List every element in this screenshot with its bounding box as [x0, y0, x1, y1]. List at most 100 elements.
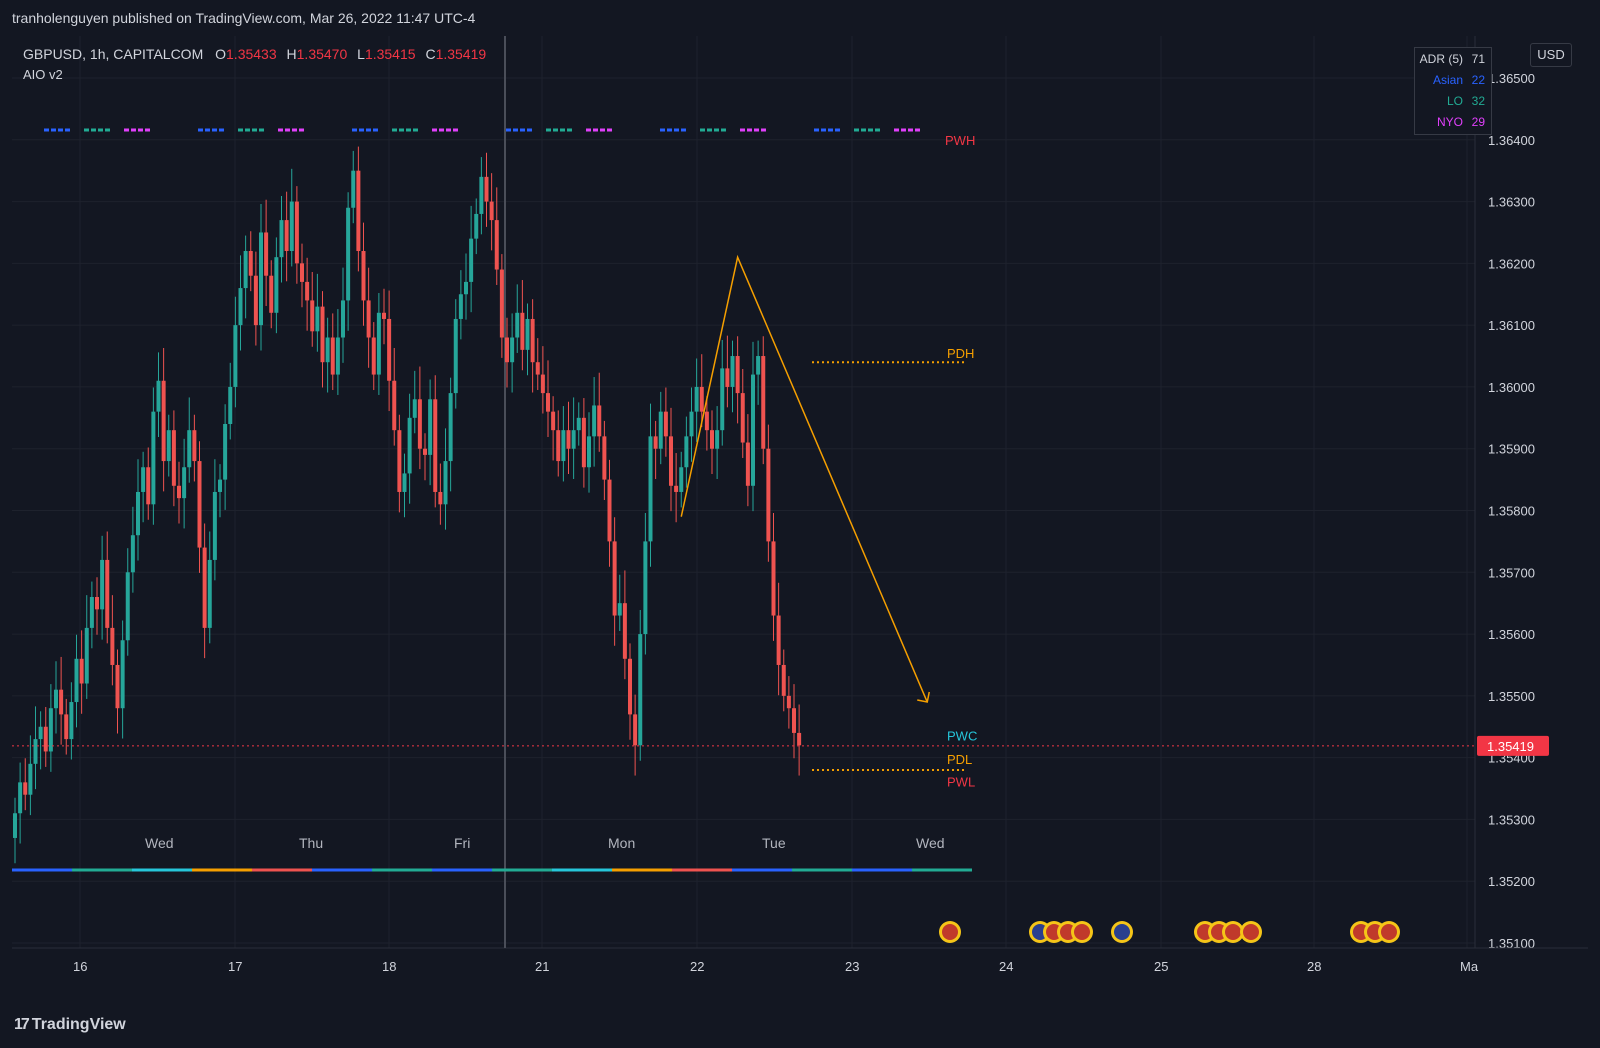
candle-body	[561, 430, 566, 462]
candle-body	[735, 356, 740, 394]
candle-body	[448, 393, 453, 462]
candle-body	[212, 491, 217, 560]
candle-body	[540, 374, 545, 394]
candle-body	[136, 491, 140, 536]
candle-body	[576, 417, 581, 431]
us-flag-icon	[1074, 924, 1090, 940]
candle-body	[269, 275, 274, 313]
y-tick-label: 1.35100	[1488, 936, 1535, 951]
candle-body	[499, 269, 504, 338]
candle-body	[151, 411, 156, 505]
candle-body	[648, 436, 653, 542]
level-label-pdh: PDH	[947, 346, 974, 361]
y-tick-label: 1.36000	[1488, 380, 1535, 395]
low-label: L	[357, 46, 365, 62]
candle-body	[197, 461, 202, 548]
candle-body	[341, 300, 345, 338]
candle-body	[720, 368, 725, 431]
candle-body	[520, 312, 525, 350]
adr-table: ADR (5) 71 Asian 22 LO 32 NYO 29	[1414, 47, 1492, 135]
publication-bar: tranholenguyen published on TradingView.…	[0, 0, 1600, 36]
candle-body	[264, 232, 269, 276]
us-flag-icon	[1381, 924, 1397, 940]
candle-body	[228, 386, 233, 424]
x-date-label: 28	[1307, 959, 1321, 974]
indicator-legend[interactable]: AIO v2	[23, 67, 63, 82]
projection-line	[680, 254, 928, 703]
adr-label: ADR (5)	[1419, 52, 1463, 66]
day-label: Wed	[145, 835, 174, 851]
us-flag-icon	[1243, 924, 1259, 940]
adr-value: 71	[1471, 52, 1485, 66]
candle-body	[320, 306, 325, 363]
nyo-value: 29	[1471, 115, 1485, 129]
candle-body	[494, 220, 499, 270]
candle-body	[289, 201, 294, 251]
tradingview-logo[interactable]: 17 TradingView	[14, 1016, 126, 1034]
projection-arrowhead	[917, 691, 930, 703]
candle-body	[694, 386, 699, 412]
candle-body	[653, 436, 658, 449]
candle-body	[581, 417, 586, 468]
candle-body	[38, 726, 43, 740]
candle-body	[243, 251, 248, 289]
candle-body	[674, 485, 679, 492]
candle-body	[125, 572, 130, 641]
candle-body	[13, 813, 17, 838]
candle-body	[602, 436, 607, 480]
candle-body	[300, 263, 304, 282]
symbol-label[interactable]: GBPUSD, 1h, CAPITALCOM	[23, 46, 204, 62]
close-label: C	[425, 46, 436, 62]
day-label: Mon	[608, 835, 635, 851]
candle-body	[330, 337, 335, 375]
candle-body	[658, 411, 663, 449]
candle-body	[33, 739, 38, 764]
high-value: 1.35470	[296, 46, 348, 62]
x-date-label: 24	[999, 959, 1013, 974]
candle-body	[484, 176, 489, 202]
candle-body	[366, 300, 371, 338]
tradingview-logo-text: TradingView	[31, 1016, 126, 1033]
candle-body	[392, 380, 397, 431]
candle-body	[704, 411, 709, 431]
candlestick-chart[interactable]: 1.351001.352001.353001.354001.355001.356…	[12, 36, 1588, 1004]
candle-body	[397, 430, 402, 492]
candle-body	[638, 634, 643, 746]
y-tick-label: 1.36200	[1488, 256, 1535, 271]
y-tick-label: 1.36100	[1488, 318, 1535, 333]
high-label: H	[286, 46, 297, 62]
candle-body	[612, 541, 617, 616]
candle-body	[428, 399, 433, 455]
candle-body	[535, 362, 540, 375]
y-tick-label: 1.35900	[1488, 442, 1535, 457]
candle-body	[423, 448, 427, 455]
chart-pane[interactable]: 1.35100 1.35200 1.35300 1.35400 1.35500 1.356…	[12, 36, 1588, 1004]
low-value: 1.35415	[364, 46, 416, 62]
close-value: 1.35419	[435, 46, 487, 62]
candle-body	[371, 337, 376, 375]
candle-body	[361, 251, 366, 301]
candle-body	[187, 430, 192, 468]
currency-button[interactable]: USD	[1530, 43, 1572, 67]
us-flag-icon	[942, 924, 958, 940]
candle-body	[597, 405, 602, 437]
x-date-label: Ma	[1460, 959, 1479, 974]
candle-body	[469, 238, 474, 282]
candle-body	[284, 220, 289, 251]
candle-body	[274, 257, 279, 313]
candle-body	[715, 430, 720, 449]
candle-body	[566, 430, 571, 449]
candle-body	[551, 411, 556, 431]
candle-body	[510, 337, 515, 363]
candle-body	[59, 689, 64, 715]
candle-body	[141, 467, 146, 492]
candle-body	[356, 170, 361, 251]
candle-body	[797, 732, 802, 746]
candle-body	[387, 318, 392, 381]
asian-value: 22	[1471, 73, 1485, 87]
candle-body	[663, 411, 668, 437]
candle-body	[95, 597, 99, 610]
candle-body	[279, 220, 284, 258]
candle-body	[740, 393, 745, 443]
current-price-tag	[1477, 735, 1549, 756]
